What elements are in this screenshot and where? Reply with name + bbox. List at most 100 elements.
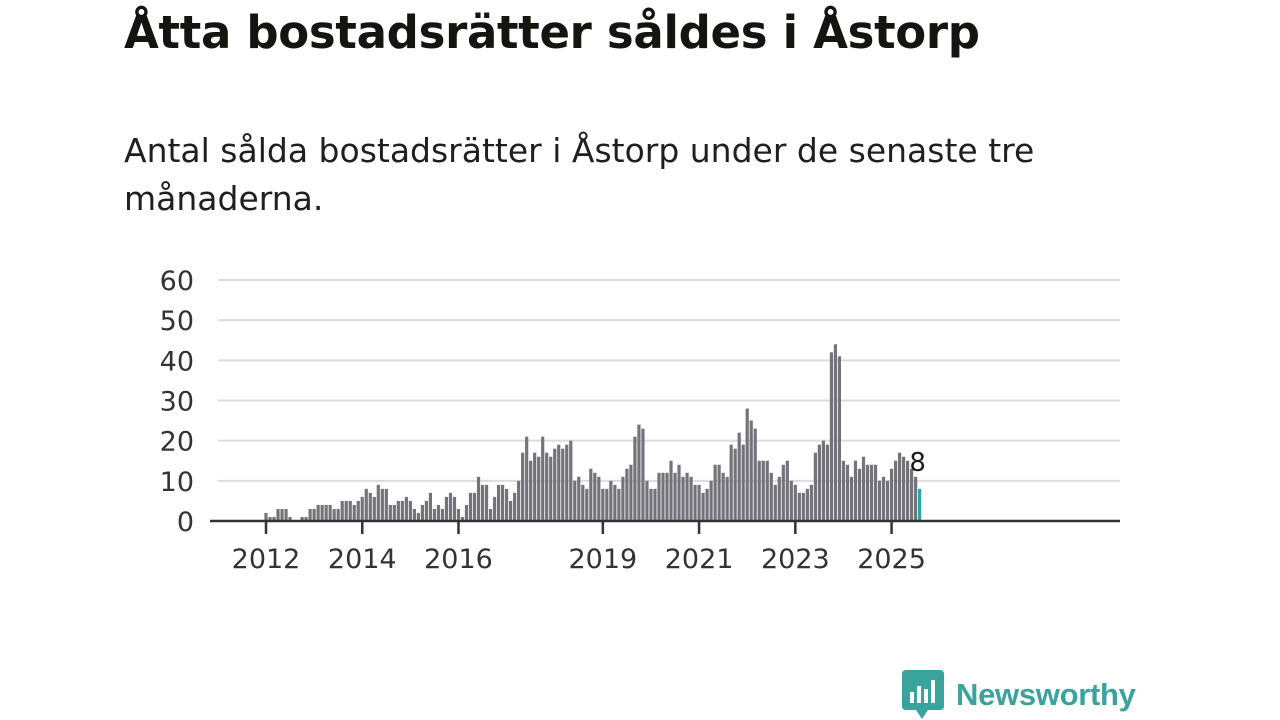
bar [789,480,793,521]
bar [681,476,685,521]
brand-name: Newsworthy [956,677,1136,712]
bar [625,468,629,521]
bar [412,508,416,521]
bar [873,464,878,521]
bar [845,464,850,521]
bar [472,492,477,521]
bar [324,504,328,521]
bar [509,500,513,521]
bar [609,480,613,521]
newsworthy-logo: Newsworthy [902,670,1136,720]
bar [573,480,577,521]
bar [272,516,276,521]
bar [869,464,874,521]
bar [881,476,886,521]
bar [376,484,380,521]
bar [717,464,721,521]
bar [468,492,473,521]
bar [765,460,769,521]
bar [893,460,898,521]
bar [308,508,312,521]
bar [785,460,789,521]
x-tick-label: 2014 [328,544,397,575]
bar [400,500,404,521]
bar [701,492,705,521]
bar [637,424,641,521]
bar [837,356,842,521]
chart-title: Åtta bostadsrätter såldes i Åstorp [124,6,980,59]
bar [897,452,902,521]
bar [665,472,669,521]
bar [761,460,765,521]
x-tick-label: 2023 [761,544,830,575]
bar [633,436,637,521]
bar [424,500,429,521]
bar [749,420,753,521]
bar [364,488,368,521]
bar [360,496,364,521]
bar [436,504,441,521]
bar [529,460,533,521]
bar [280,508,284,521]
bar [480,484,485,521]
bar [420,504,424,521]
y-tick-label: 50 [160,306,194,337]
bar [821,440,825,521]
bar [601,488,605,521]
bar [653,488,657,521]
bar [304,516,308,521]
bar [388,504,392,521]
bar [320,504,324,521]
bar [673,472,677,521]
bar [833,344,838,521]
bar [336,508,340,521]
bar [589,468,593,521]
bar [857,468,862,521]
bar [841,460,846,521]
bar [537,456,541,521]
bar [865,464,870,521]
newsworthy-chart-bubble-icon [902,670,944,719]
bar [721,472,725,521]
bar [769,472,773,521]
x-tick-label: 2019 [568,544,637,575]
bar [344,500,348,521]
bar [745,408,749,521]
bar [737,432,741,521]
bar [484,484,489,521]
bar [709,480,713,521]
bar [312,508,316,521]
data-labels: 8 [909,448,926,478]
bar [408,500,412,521]
bar [368,492,372,521]
bar [521,452,525,521]
x-axis-tick-labels: 2012 2014 2016 2019 2021 2023 2025 [232,544,926,575]
bar [753,428,757,521]
y-tick-label: 40 [160,346,194,377]
bar-highlight [918,488,922,521]
bar [533,452,537,521]
bar [689,476,693,521]
x-axis [210,519,1120,534]
bar [825,444,830,521]
bar [805,488,809,521]
y-tick-label: 0 [177,507,194,538]
bar [793,484,797,521]
x-tick-label: 2021 [665,544,734,575]
bar [372,496,376,521]
bar [392,504,396,521]
bar [617,488,621,521]
bar [817,444,821,521]
bar [914,476,918,521]
bar [300,516,304,521]
bar [496,484,501,521]
bar [693,484,697,521]
x-tick-label: 2025 [857,544,926,575]
bar [885,480,890,521]
bar [813,452,817,521]
bar [621,476,625,521]
bar [553,448,557,521]
gridlines [218,279,1120,482]
bar [356,500,360,521]
